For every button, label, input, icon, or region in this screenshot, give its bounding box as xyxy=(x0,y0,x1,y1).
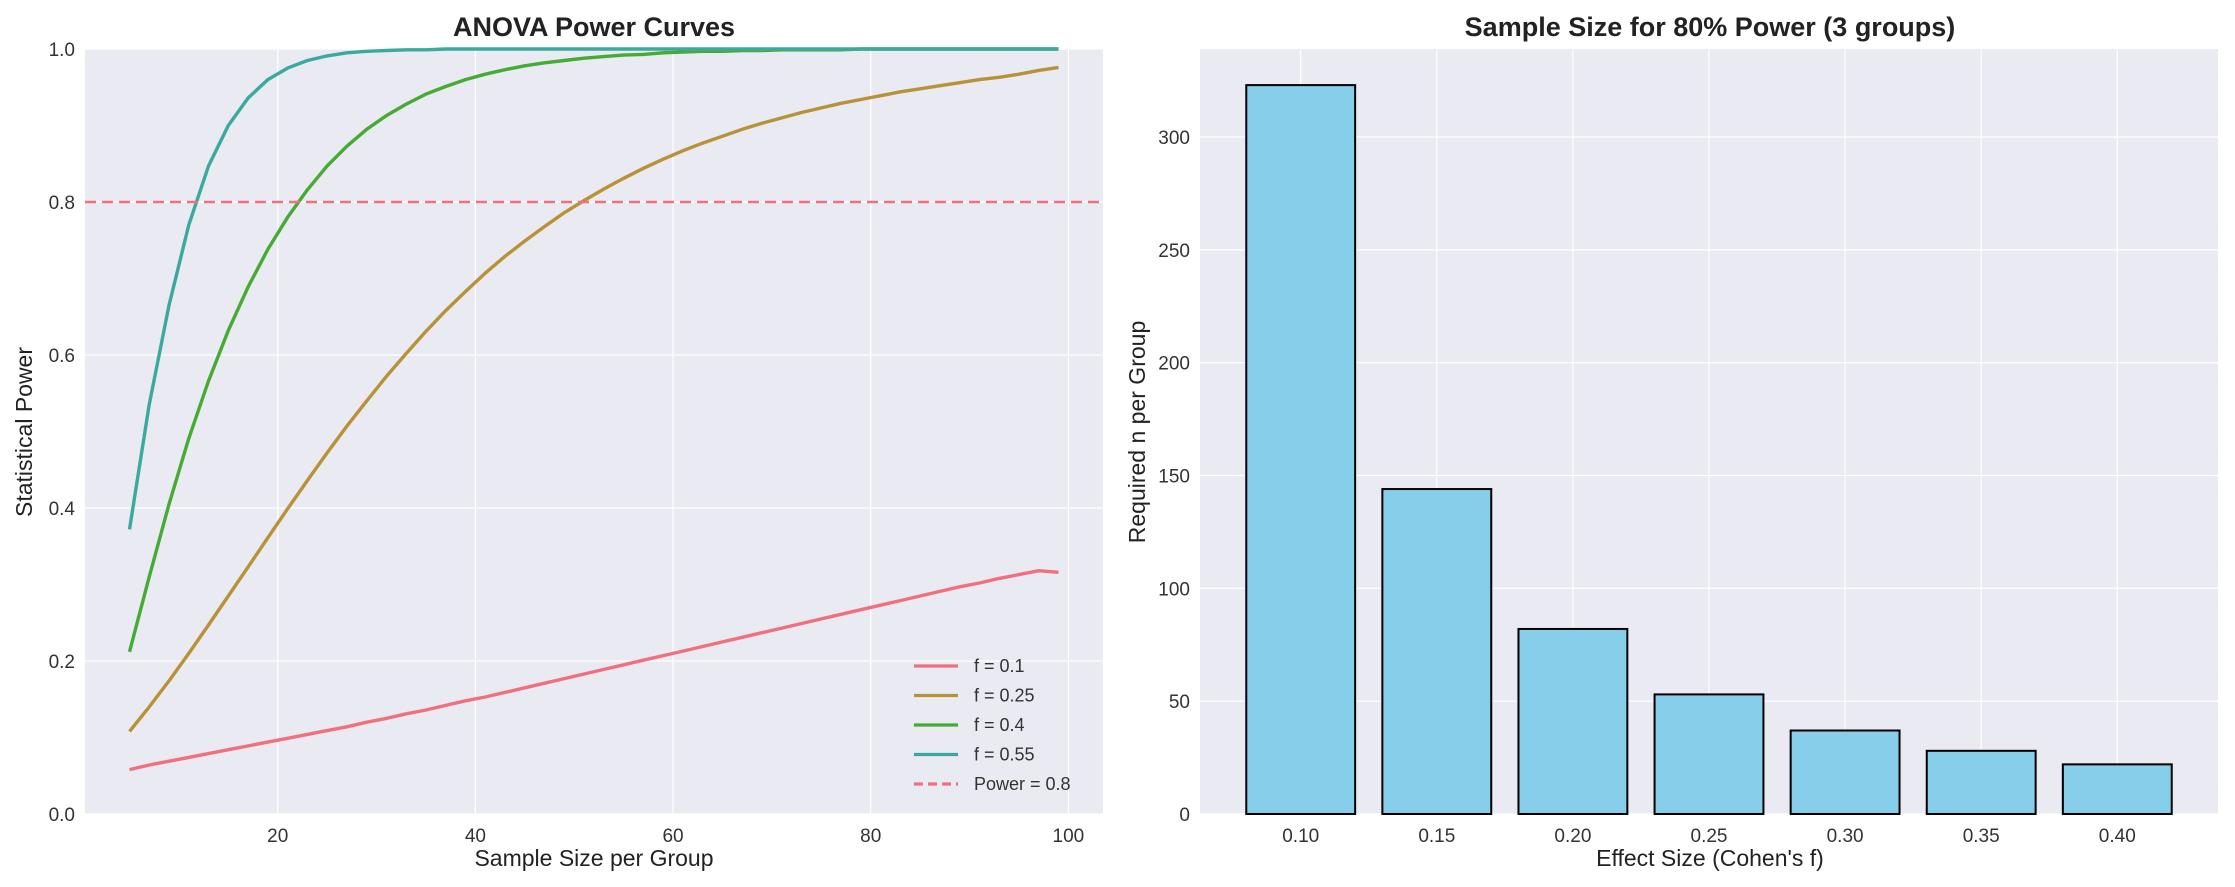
power-curves-y-label: Statistical Power xyxy=(11,347,37,517)
sample-size-x-tick-label: 0.20 xyxy=(1554,826,1591,847)
bar-effect-0-25 xyxy=(1653,693,1765,816)
sample-size-panel: 0.10 0.15 0.20 0.25 0.30 0.35 0.40 0 50 100 150 20… xyxy=(1124,12,2218,871)
bar-effect-0-15 xyxy=(1381,488,1493,815)
sample-size-y-tick-label: 50 xyxy=(1169,692,1190,713)
power-curves-x-tick-label: 80 xyxy=(860,826,881,847)
sample-size-y-ticks: 0 50 100 150 200 250 300 xyxy=(1158,128,1190,826)
power-curves-y-tick-label: 1.0 xyxy=(49,40,75,61)
legend-entry-label: f = 0.4 xyxy=(974,715,1025,735)
sample-size-y-tick-label: 0 xyxy=(1179,805,1190,826)
power-curves-x-label: Sample Size per Group xyxy=(474,845,713,871)
sample-size-x-ticks: 0.10 0.15 0.20 0.25 0.30 0.35 0.40 xyxy=(1282,826,2136,847)
bar-effect-0-40 xyxy=(2061,763,2173,816)
sample-size-x-label: Effect Size (Cohen's f) xyxy=(1596,845,1824,871)
sample-size-x-tick-label: 0.30 xyxy=(1827,826,1864,847)
power-curves-y-ticks: 0.0 0.2 0.4 0.6 0.8 1.0 xyxy=(49,40,76,826)
sample-size-x-tick-label: 0.10 xyxy=(1282,826,1319,847)
bar-effect-0-35 xyxy=(1925,749,2037,815)
power-curves-title: ANOVA Power Curves xyxy=(453,12,735,42)
power-curves-x-ticks: 20 40 60 80 100 xyxy=(267,826,1084,847)
sample-size-y-label: Required n per Group xyxy=(1124,321,1150,543)
power-curves-series-group xyxy=(85,47,1103,772)
sample-size-x-tick-label: 0.40 xyxy=(2099,826,2136,847)
legend-entry-label: f = 0.1 xyxy=(974,656,1025,676)
power-curves-legend: f = 0.1 f = 0.25 f = 0.4 f = 0.55 Power = 0.… xyxy=(914,656,1071,794)
legend-entry-label: f = 0.55 xyxy=(974,745,1035,765)
series-line-f-0-25 xyxy=(128,65,1059,733)
power-curves-x-tick-label: 20 xyxy=(267,826,288,847)
power-curves-y-tick-label: 0.8 xyxy=(49,193,75,214)
series-line-f-0-55 xyxy=(127,47,1059,530)
sample-size-x-tick-label: 0.15 xyxy=(1418,826,1455,847)
sample-size-y-tick-label: 300 xyxy=(1158,128,1190,149)
power-curves-grid xyxy=(85,48,1103,815)
bar-effect-0-20 xyxy=(1517,627,1629,815)
power-curves-x-tick-label: 40 xyxy=(465,826,486,847)
sample-size-y-tick-label: 200 xyxy=(1158,354,1190,375)
legend-entry-label: f = 0.25 xyxy=(974,686,1035,706)
sample-size-bars xyxy=(1245,84,2173,816)
sample-size-x-tick-label: 0.35 xyxy=(1963,826,2000,847)
power-curves-x-tick-label: 100 xyxy=(1053,826,1085,847)
bar-effect-0-30 xyxy=(1789,729,1901,815)
power-curves-y-tick-label: 0.0 xyxy=(49,805,75,826)
bar-effect-0-10 xyxy=(1245,84,1357,815)
power-curves-panel: 20 40 60 80 100 0.0 0.2 0.4 0.6 0.8 1.0 ANOVA Pow… xyxy=(11,12,1103,871)
power-curves-y-tick-label: 0.6 xyxy=(49,346,75,367)
sample-size-y-tick-label: 250 xyxy=(1158,241,1190,262)
series-line-f-0-1 xyxy=(129,569,1059,772)
power-curves-y-tick-label: 0.2 xyxy=(49,652,75,673)
power-curves-x-tick-label: 60 xyxy=(662,826,683,847)
sample-size-x-tick-label: 0.25 xyxy=(1691,826,1728,847)
sample-size-title: Sample Size for 80% Power (3 groups) xyxy=(1465,12,1956,42)
sample-size-y-tick-label: 100 xyxy=(1158,579,1190,600)
power-curves-y-tick-label: 0.4 xyxy=(49,499,76,520)
power-curves-plot-area xyxy=(85,49,1103,814)
legend-entry-label: Power = 0.8 xyxy=(974,774,1071,794)
sample-size-y-tick-label: 150 xyxy=(1158,467,1190,488)
